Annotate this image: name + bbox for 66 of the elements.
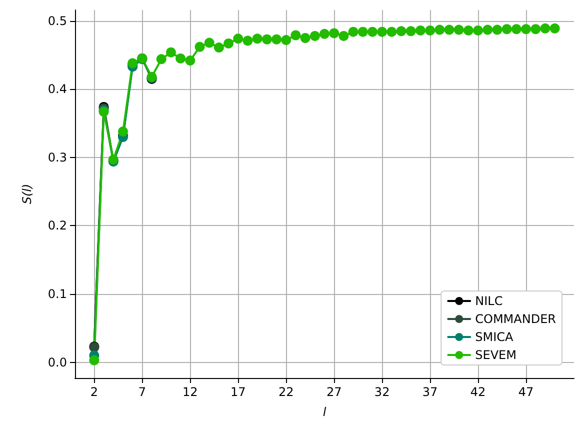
y-tick-label: 0.1 — [48, 287, 67, 302]
point — [463, 25, 474, 36]
point — [540, 23, 550, 34]
point — [521, 24, 532, 34]
x-tick-label: 2 — [90, 385, 98, 399]
point — [492, 24, 502, 35]
point — [185, 56, 196, 66]
point — [89, 355, 100, 366]
point — [242, 36, 253, 46]
point — [320, 28, 330, 39]
point — [329, 28, 340, 38]
y-axis-title: S(l) — [20, 184, 34, 204]
legend-label: NILC — [475, 294, 503, 308]
point — [530, 24, 541, 34]
y-tick-label: 0.0 — [48, 355, 67, 370]
point — [550, 23, 560, 34]
point — [262, 34, 272, 44]
x-tick-label: 32 — [374, 385, 390, 399]
point — [281, 35, 292, 46]
point — [290, 30, 301, 40]
point — [300, 32, 310, 43]
point — [310, 30, 320, 41]
y-tick-label: 0.4 — [48, 82, 67, 96]
x-axis-title: l — [322, 405, 327, 419]
point — [473, 25, 484, 36]
legend-label: SMICA — [475, 330, 514, 344]
x-tick-label: 7 — [138, 385, 146, 399]
point — [454, 24, 464, 35]
legend-label: COMMANDER — [475, 312, 556, 326]
y-tick-label: 0.2 — [48, 218, 67, 233]
x-tick-label: 17 — [230, 385, 246, 399]
point — [406, 26, 416, 36]
point — [214, 42, 224, 53]
x-tick-label: 37 — [422, 385, 438, 399]
x-tick-label: 47 — [518, 385, 534, 399]
point — [444, 24, 454, 35]
point — [511, 24, 522, 34]
point — [118, 126, 128, 137]
point — [482, 24, 493, 35]
x-tick-label: 12 — [182, 385, 198, 399]
point — [338, 30, 349, 41]
point — [358, 26, 368, 37]
point — [166, 47, 176, 58]
point — [156, 54, 166, 64]
point — [224, 38, 234, 48]
point — [176, 53, 186, 64]
x-tick-label: 42 — [470, 385, 486, 399]
point — [386, 26, 397, 37]
point — [194, 42, 205, 52]
point — [348, 26, 358, 37]
point — [377, 26, 388, 37]
legend-label: SEVEM — [475, 348, 516, 362]
x-tick-label: 27 — [326, 385, 342, 399]
y-tick-label: 0.3 — [48, 150, 67, 164]
point — [425, 25, 436, 36]
point — [434, 24, 445, 35]
point — [233, 34, 244, 44]
point — [367, 26, 378, 37]
point — [252, 34, 262, 44]
point — [396, 26, 406, 36]
point — [272, 34, 282, 44]
point — [204, 38, 214, 48]
point — [502, 24, 512, 34]
y-tick-label: 0.5 — [48, 14, 67, 28]
x-tick-label: 22 — [278, 385, 294, 399]
point — [415, 25, 426, 36]
